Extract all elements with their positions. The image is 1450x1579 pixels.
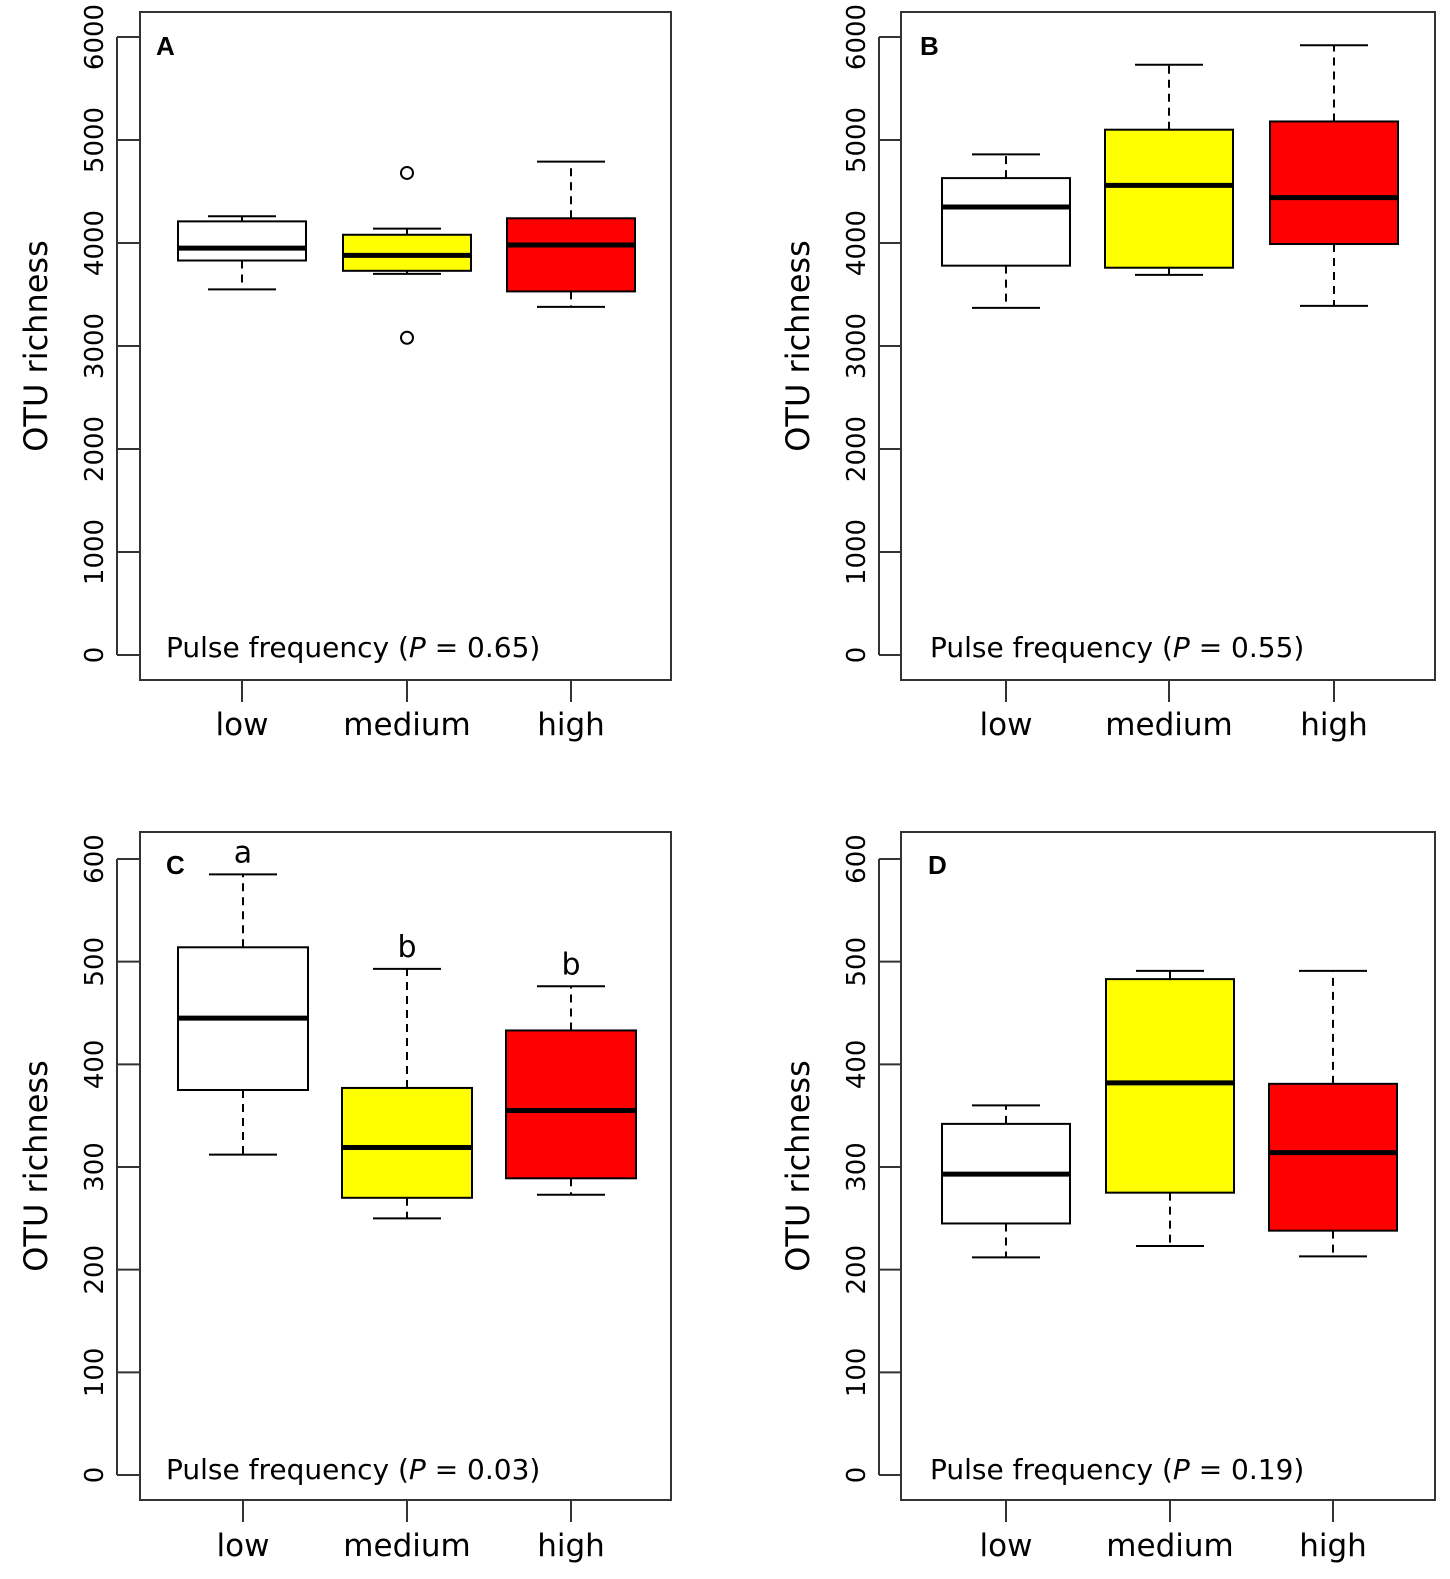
y-tick-label: 100: [842, 1348, 872, 1398]
annotation-p-symbol: P: [409, 631, 426, 664]
p-value-annotation: Pulse frequency (P = 0.55): [930, 631, 1304, 664]
y-tick-label: 1000: [842, 519, 872, 585]
box-low: a: [177, 835, 309, 1156]
iqr-box: [506, 217, 636, 293]
y-tick-label: 200: [80, 1245, 110, 1295]
outlier-point: [400, 165, 414, 180]
y-axis-label: OTU richness: [17, 1060, 55, 1272]
y-tick-label: 3000: [80, 313, 110, 379]
iqr-box: [1104, 128, 1234, 269]
plot-frame: [139, 11, 672, 681]
annotation-p-symbol: P: [1173, 1453, 1190, 1486]
significance-letter: b: [397, 930, 416, 965]
outlier-point: [400, 330, 414, 345]
iqr-box: [1105, 978, 1235, 1194]
box-low: [941, 1104, 1071, 1259]
x-tick-label-low: low: [217, 1528, 270, 1564]
panel-d: 0 100 200 300 400 500 600 OTU richness low medium…: [779, 831, 1436, 1564]
y-tick-label: 600: [842, 834, 872, 884]
box-medium: [342, 165, 472, 345]
box-high: [506, 160, 636, 308]
annotation-suffix: = 0.55): [1190, 631, 1305, 664]
y-axis-label: OTU richness: [779, 1060, 817, 1272]
y-tick-label: 3000: [842, 313, 872, 379]
annotation-p-symbol: P: [409, 1453, 426, 1486]
panel-a: 0 1000 2000 3000 4000 5000 6000 OTU richness low…: [17, 4, 672, 743]
y-tick-label: 5000: [842, 107, 872, 173]
x-tick-label-low: low: [980, 707, 1033, 743]
panel-label: C: [166, 850, 185, 880]
box-high: [1268, 969, 1398, 1258]
annotation-prefix: Pulse frequency (: [930, 631, 1173, 664]
box-high: b: [505, 947, 637, 1196]
y-tick-label: 2000: [80, 416, 110, 482]
x-tick-label-high: high: [1299, 1528, 1367, 1564]
x-tick-label-high: high: [537, 707, 605, 743]
y-tick-label: 4000: [80, 210, 110, 276]
annotation-suffix: = 0.03): [426, 1453, 541, 1486]
y-tick-label: 6000: [80, 4, 110, 70]
y-tick-label: 6000: [842, 4, 872, 70]
x-tick-label-high: high: [537, 1528, 605, 1564]
y-tick-label: 400: [842, 1040, 872, 1090]
panel-c: 0 100 200 300 400 500 600 OTU richness low medium…: [17, 831, 672, 1564]
y-axis-label: OTU richness: [17, 240, 55, 452]
p-value-annotation: Pulse frequency (P = 0.19): [930, 1453, 1304, 1486]
annotation-p-symbol: P: [1173, 631, 1190, 664]
annotation-suffix: = 0.19): [1190, 1453, 1305, 1486]
panel-label: B: [920, 31, 939, 61]
significance-letter: b: [561, 947, 580, 982]
x-tick-label-medium: medium: [1106, 1528, 1233, 1564]
x-tick-label-low: low: [216, 707, 269, 743]
annotation-prefix: Pulse frequency (: [166, 1453, 409, 1486]
y-tick-label: 1000: [80, 519, 110, 585]
x-tick-label-low: low: [980, 1528, 1033, 1564]
annotation-prefix: Pulse frequency (: [930, 1453, 1173, 1486]
x-tick-label-high: high: [1300, 707, 1368, 743]
x-tick-label-medium: medium: [343, 707, 470, 743]
x-tick-label-medium: medium: [343, 1528, 470, 1564]
y-tick-label: 300: [842, 1142, 872, 1192]
panel-label: D: [928, 850, 947, 880]
y-tick-label: 500: [80, 937, 110, 987]
panel-b: 0 1000 2000 3000 4000 5000 6000 OTU richness low…: [779, 4, 1436, 743]
box-medium: [1104, 63, 1234, 276]
y-tick-label: 100: [80, 1348, 110, 1398]
annotation-prefix: Pulse frequency (: [166, 631, 409, 664]
y-axis-label: OTU richness: [779, 240, 817, 452]
box-low: [177, 215, 307, 291]
y-tick-label: 2000: [842, 416, 872, 482]
y-tick-label: 400: [80, 1040, 110, 1090]
iqr-box: [342, 233, 472, 272]
box-high: [1269, 44, 1399, 307]
iqr-box: [341, 1086, 473, 1199]
y-tick-label: 4000: [842, 210, 872, 276]
iqr-box: [505, 1029, 637, 1180]
p-value-annotation: Pulse frequency (P = 0.65): [166, 631, 540, 664]
y-tick-label: 200: [842, 1245, 872, 1295]
p-value-annotation: Pulse frequency (P = 0.03): [166, 1453, 540, 1486]
x-tick-label-medium: medium: [1105, 707, 1232, 743]
y-tick-label: 0: [80, 1467, 110, 1484]
iqr-box: [1269, 120, 1399, 246]
annotation-suffix: = 0.65): [426, 631, 541, 664]
iqr-box: [1268, 1082, 1398, 1232]
panel-label: A: [156, 31, 175, 61]
iqr-box: [941, 177, 1071, 267]
y-tick-label: 0: [842, 647, 872, 664]
iqr-box: [177, 220, 307, 262]
box-low: [941, 153, 1071, 309]
y-tick-label: 0: [80, 647, 110, 664]
y-tick-label: 300: [80, 1142, 110, 1192]
box-medium: [1105, 969, 1235, 1248]
significance-letter: a: [234, 835, 252, 870]
y-tick-label: 500: [842, 937, 872, 987]
box-medium: b: [341, 930, 473, 1220]
y-tick-label: 600: [80, 834, 110, 884]
y-tick-label: 0: [842, 1467, 872, 1484]
y-tick-label: 5000: [80, 107, 110, 173]
